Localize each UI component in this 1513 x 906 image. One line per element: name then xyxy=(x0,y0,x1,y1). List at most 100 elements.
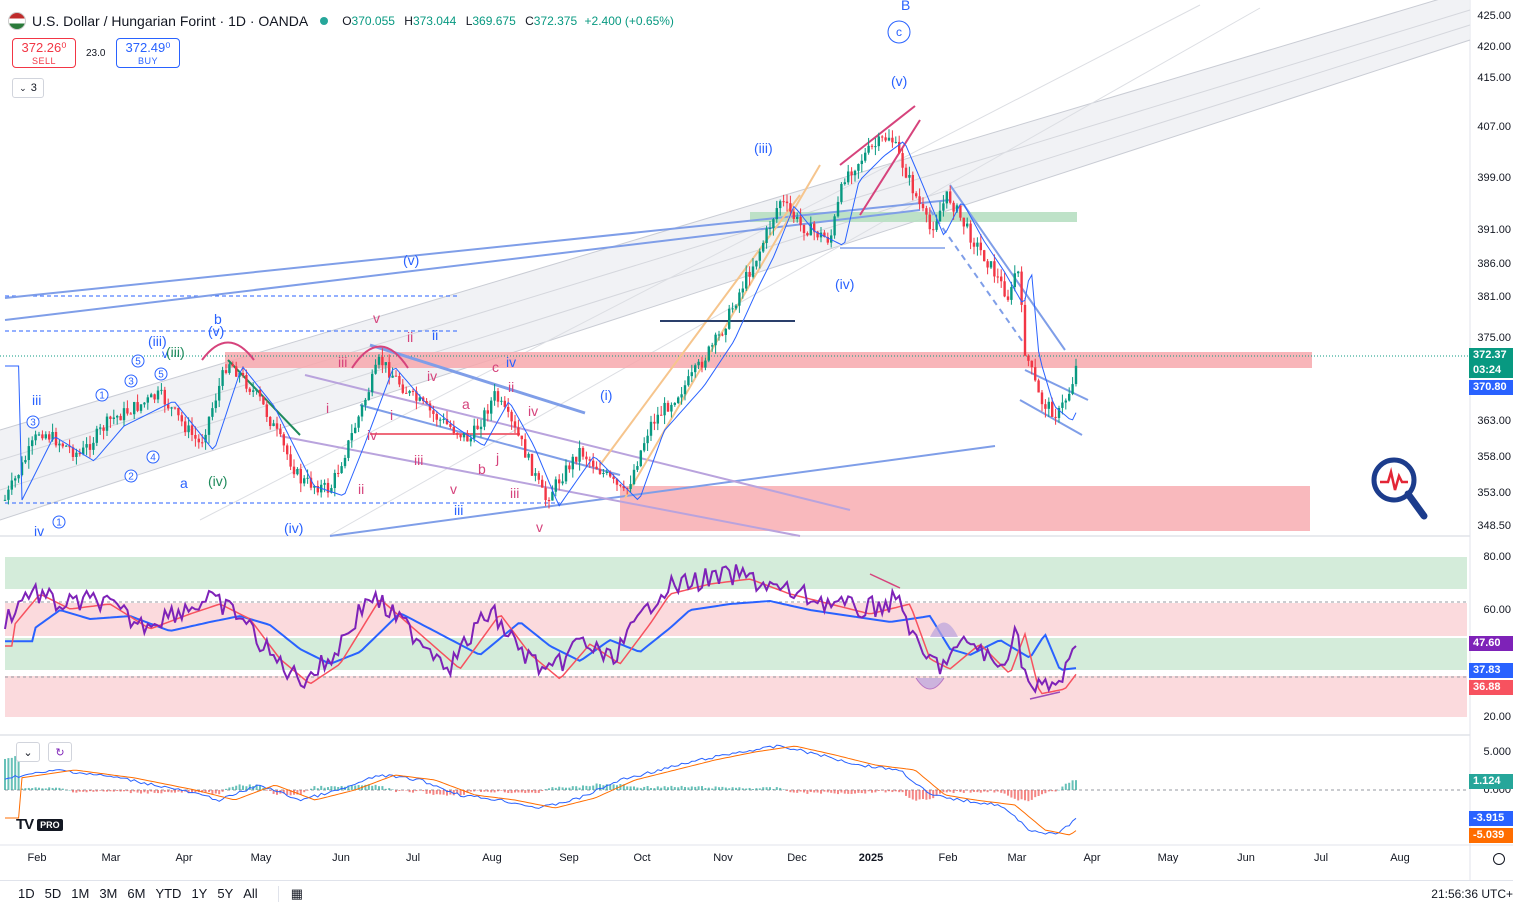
macd-bar xyxy=(599,784,601,790)
pane-collapse-button[interactable]: ⌄ xyxy=(16,742,40,762)
macd-bar xyxy=(194,790,197,793)
macd-bar xyxy=(945,790,948,793)
timeframe-ytd[interactable]: YTD xyxy=(155,886,182,901)
candle-body xyxy=(459,434,462,438)
rsi-ma2-label: 36.88 xyxy=(1469,680,1513,695)
macd-bar xyxy=(75,790,78,793)
svg-text:b: b xyxy=(214,311,222,327)
candle-body xyxy=(585,456,588,460)
macd-signal-line xyxy=(5,745,1077,836)
macd-bar xyxy=(646,785,649,790)
macd-bar xyxy=(942,790,945,793)
support-zone xyxy=(620,486,1310,531)
currency-flag-icon xyxy=(8,12,26,30)
macd-bar xyxy=(1037,790,1040,796)
date-range-icon[interactable]: ▦ xyxy=(277,885,303,902)
timeframe-1y[interactable]: 1Y xyxy=(191,886,208,901)
candle-body xyxy=(34,434,37,441)
candle-body xyxy=(1071,384,1074,394)
candle-body xyxy=(547,500,551,502)
candle-body xyxy=(969,223,972,243)
macd-bar xyxy=(633,786,635,790)
macd-bar xyxy=(299,790,302,795)
candle-body xyxy=(85,444,88,448)
sell-button[interactable]: 372.26⁰ SELL xyxy=(12,38,76,68)
timeframe-1d[interactable]: 1D xyxy=(18,886,35,901)
candle-body xyxy=(129,413,132,415)
candle-body xyxy=(598,469,602,475)
spread-value: 23.0 xyxy=(86,48,106,59)
macd-bar xyxy=(799,790,802,792)
candle-body xyxy=(1027,355,1030,361)
candle-body xyxy=(1020,271,1023,305)
clock[interactable]: 21:56:36 UTC+ xyxy=(1431,887,1513,901)
candle-body xyxy=(575,456,578,462)
candle-body xyxy=(510,411,513,422)
timeframe-5y[interactable]: 5Y xyxy=(217,886,234,901)
candle-body xyxy=(313,485,316,488)
candle-body xyxy=(530,453,534,476)
candle-body xyxy=(1047,401,1050,409)
macd-bar xyxy=(949,790,952,792)
macd-bar xyxy=(228,787,231,790)
svg-text:(iv): (iv) xyxy=(208,473,227,489)
macd-bar xyxy=(143,790,146,793)
candle-body xyxy=(323,482,326,485)
macd-bar xyxy=(840,790,843,793)
macd-line-label: -3.915 xyxy=(1469,811,1513,826)
indicators-collapse-button[interactable]: ⌄ 3 xyxy=(12,78,44,98)
timeframe-all[interactable]: All xyxy=(243,886,258,901)
refresh-icon: ↻ xyxy=(55,746,65,759)
macd-bar xyxy=(779,787,782,790)
candle-body xyxy=(904,167,908,178)
macd-bar xyxy=(1000,790,1003,793)
macd-bar xyxy=(534,790,537,794)
symbol-title[interactable]: U.S. Dollar / Hungarian Forint · 1D · OA… xyxy=(32,13,309,29)
macd-bar xyxy=(578,787,581,790)
candle-body xyxy=(252,390,255,392)
candle-body xyxy=(724,328,727,335)
candle-body xyxy=(690,372,693,377)
timeframe-1m[interactable]: 1M xyxy=(71,886,90,901)
candle-body xyxy=(989,261,993,268)
timeframe-3m[interactable]: 3M xyxy=(99,886,118,901)
candle-body xyxy=(891,137,894,143)
macd-bar xyxy=(966,790,969,791)
macd-bar xyxy=(412,790,414,793)
candle-body xyxy=(799,216,802,225)
macd-bar xyxy=(55,787,57,790)
macd-bar xyxy=(395,790,397,793)
macd-bar xyxy=(303,790,306,793)
macd-bar xyxy=(612,784,615,790)
macd-bar xyxy=(748,787,751,790)
candle-body xyxy=(1000,276,1003,282)
timeframe-5d[interactable]: 5D xyxy=(44,886,62,901)
svg-text:ii: ii xyxy=(407,329,413,345)
candle-body xyxy=(887,137,891,141)
candle-body xyxy=(333,472,336,489)
candle-body xyxy=(354,427,357,434)
tradingview-logo[interactable]: TV PRO xyxy=(16,816,63,833)
macd-bar xyxy=(259,785,261,790)
macd-bar xyxy=(803,790,805,793)
macd-bar xyxy=(1027,790,1030,802)
candle-body xyxy=(275,423,279,429)
candle-body xyxy=(364,399,367,406)
macd-bar xyxy=(561,787,564,790)
macd-bar xyxy=(95,790,98,792)
candle-body xyxy=(309,477,313,488)
pane-refresh-button[interactable]: ↻ xyxy=(48,742,72,762)
settings-icon[interactable] xyxy=(1493,853,1505,865)
timeframe-6m[interactable]: 6M xyxy=(127,886,146,901)
macd-bar xyxy=(568,787,571,790)
candle-body xyxy=(877,136,880,147)
macd-bar xyxy=(806,790,809,794)
macd-bar xyxy=(782,789,785,790)
macd-bar xyxy=(548,788,550,790)
macd-bar xyxy=(701,786,703,790)
macd-bar xyxy=(408,790,411,793)
candle-body xyxy=(425,401,428,404)
buy-button[interactable]: 372.49⁰ BUY xyxy=(116,38,180,68)
svg-text:(iv): (iv) xyxy=(284,520,303,536)
